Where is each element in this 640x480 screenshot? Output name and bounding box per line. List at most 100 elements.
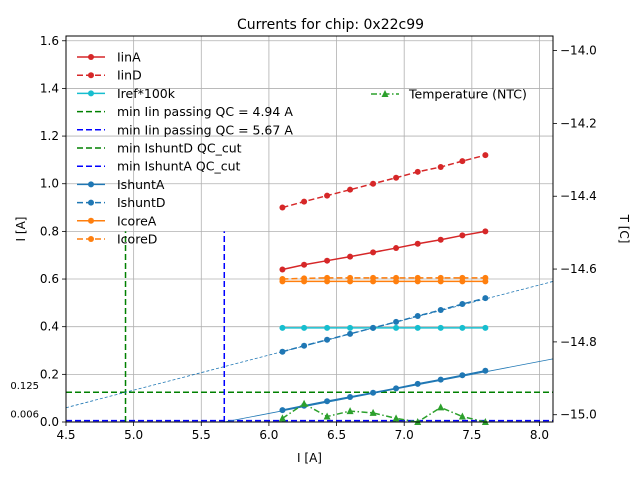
plot-frame bbox=[65, 35, 554, 423]
series-point bbox=[437, 376, 444, 383]
series-point bbox=[459, 372, 466, 379]
series-point bbox=[301, 261, 308, 268]
temperature-point bbox=[346, 407, 354, 415]
series-point bbox=[370, 249, 377, 256]
series-point bbox=[437, 274, 444, 281]
legend-label: IinA bbox=[117, 50, 141, 65]
series-point bbox=[279, 407, 286, 414]
series-point bbox=[437, 324, 444, 331]
temperature-point bbox=[300, 399, 308, 407]
series-line bbox=[282, 277, 486, 280]
series-point bbox=[301, 275, 308, 282]
y2-tick-label: −15.0 bbox=[560, 408, 597, 422]
y-tick-label: 0.0 bbox=[40, 415, 59, 429]
temperature-series bbox=[278, 399, 489, 425]
series-point bbox=[347, 324, 354, 331]
series-point bbox=[324, 336, 331, 343]
x-tick-label: 5.5 bbox=[192, 428, 211, 442]
series-point bbox=[347, 330, 354, 337]
y2-tick-label: −14.4 bbox=[560, 189, 597, 203]
temperature-point bbox=[458, 412, 466, 420]
qc-cut-labels: 0.125 0.006 bbox=[10, 381, 39, 420]
series-point bbox=[324, 324, 331, 331]
series-point bbox=[482, 274, 489, 281]
legend-label: min Iin passing QC = 4.94 A bbox=[117, 104, 293, 119]
x-tick-label: 7.0 bbox=[395, 428, 414, 442]
series-point bbox=[393, 385, 400, 392]
legend-label: IshuntD bbox=[117, 195, 166, 210]
x-tick-label: 4.5 bbox=[56, 428, 75, 442]
qc-cut-value-label: 0.125 bbox=[10, 381, 39, 392]
legend-label: min IshuntA QC_cut bbox=[117, 159, 241, 174]
legend-label: min Iin passing QC = 5.67 A bbox=[117, 122, 293, 137]
series-line bbox=[282, 297, 486, 353]
legend-marker bbox=[88, 236, 94, 242]
series-point bbox=[482, 152, 489, 159]
series-point bbox=[324, 398, 331, 405]
y-tick-label: 1.6 bbox=[40, 34, 59, 48]
series-point bbox=[370, 274, 377, 281]
legend-label: IcoreD bbox=[117, 232, 157, 247]
y2-tick-label: −14.0 bbox=[560, 44, 597, 58]
series-line bbox=[282, 230, 486, 271]
series-point bbox=[393, 274, 400, 281]
series-point bbox=[370, 180, 377, 187]
series-point bbox=[414, 324, 421, 331]
legend-marker bbox=[88, 217, 94, 224]
series-point bbox=[482, 295, 489, 302]
legend-marker bbox=[88, 72, 94, 79]
y-tick-label: 0.4 bbox=[40, 320, 59, 334]
y2-tick-label: −14.6 bbox=[560, 262, 597, 276]
legend-label: IshuntA bbox=[117, 177, 165, 192]
temperature-point bbox=[437, 403, 445, 411]
series-point bbox=[414, 274, 421, 281]
series-line bbox=[282, 154, 486, 209]
data-series bbox=[279, 152, 489, 414]
legend-label: Iref*100k bbox=[117, 86, 176, 101]
series-point bbox=[414, 240, 421, 247]
x-axis-ticks: 4.5 5.0 5.5 6.0 6.5 7.0 7.5 8.0 bbox=[56, 422, 549, 442]
legend-label: IinD bbox=[117, 68, 142, 83]
y-tick-label: 1.0 bbox=[40, 177, 59, 191]
y-axis-label: I [A] bbox=[14, 217, 28, 242]
series-point bbox=[370, 324, 377, 331]
series-point bbox=[482, 228, 489, 235]
series-line bbox=[282, 370, 486, 411]
series-point bbox=[279, 324, 286, 331]
y-axis-ticks: 0.0 0.2 0.4 0.6 0.8 1.0 1.2 1.4 1.6 bbox=[40, 34, 66, 429]
x-tick-label: 6.5 bbox=[327, 428, 346, 442]
series-point bbox=[324, 274, 331, 281]
series-point bbox=[414, 380, 421, 387]
legend-label: Temperature (NTC) bbox=[408, 87, 527, 102]
x-tick-label: 8.0 bbox=[530, 428, 549, 442]
series-point bbox=[437, 307, 444, 314]
temperature-point bbox=[369, 408, 377, 416]
chart-title: Currents for chip: 0x22c99 bbox=[237, 17, 424, 33]
series-point bbox=[437, 236, 444, 243]
legend-label: IcoreA bbox=[117, 213, 157, 228]
series-point bbox=[393, 324, 400, 331]
y-tick-label: 1.4 bbox=[40, 81, 59, 95]
series-point bbox=[279, 204, 286, 211]
series-point bbox=[482, 367, 489, 374]
x-tick-label: 5.0 bbox=[124, 428, 143, 442]
series-point bbox=[301, 342, 308, 349]
series-point bbox=[482, 324, 489, 331]
series-point bbox=[279, 276, 286, 283]
qc-reference-lines bbox=[66, 231, 553, 422]
qc-cut-value-label: 0.006 bbox=[10, 410, 39, 421]
series-point bbox=[393, 174, 400, 181]
temperature-point bbox=[323, 412, 331, 420]
series-point bbox=[324, 192, 331, 199]
series-point bbox=[301, 198, 308, 205]
y-tick-label: 0.6 bbox=[40, 272, 59, 286]
series-point bbox=[437, 164, 444, 171]
x-tick-label: 6.0 bbox=[259, 428, 278, 442]
series-point bbox=[393, 245, 400, 252]
series-point bbox=[324, 257, 331, 264]
series-point bbox=[459, 324, 466, 331]
y-tick-label: 0.2 bbox=[40, 367, 59, 381]
legend-marker bbox=[88, 90, 94, 97]
series-point bbox=[414, 312, 421, 319]
